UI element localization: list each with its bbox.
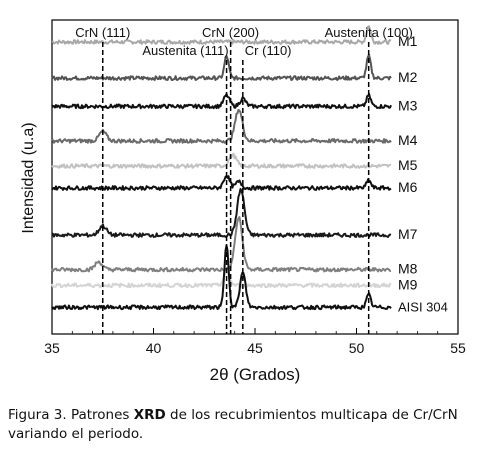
series-line-m8	[51, 216, 392, 273]
series-line-m7	[51, 188, 392, 238]
series-label-m1: M1	[398, 33, 418, 49]
x-tick-label-35: 35	[44, 340, 60, 356]
xrd-chart: CrN (111) Austenita (111) CrN (200) Cr (110…	[20, 19, 466, 384]
x-tick-label-50: 50	[349, 340, 365, 356]
series-line-m1	[51, 25, 392, 45]
series-label-m5: M5	[398, 157, 418, 173]
reference-label-3: Cr (110)	[245, 43, 292, 58]
x-axis-label: 2θ (Grados)	[210, 365, 301, 384]
series-label-m3: M3	[398, 97, 418, 113]
series-label-m2: M2	[398, 69, 418, 85]
series-label-m8: M8	[398, 261, 418, 277]
figure-caption: Figura 3. Patrones XRD de los recubrimie…	[8, 406, 484, 444]
caption-bold: XRD	[133, 407, 166, 423]
series-line-aisi-304	[51, 244, 392, 311]
series-group	[51, 25, 392, 311]
reference-labels: CrN (111) Austenita (111) CrN (200) Cr (110…	[75, 25, 413, 58]
series-line-m3	[51, 92, 392, 110]
reference-label-4: Austenita (100)	[325, 25, 413, 40]
x-tick-label-40: 40	[146, 340, 162, 356]
reference-lines	[102, 42, 370, 334]
x-ticks: 35 40 45 50 55	[44, 328, 466, 356]
series-line-m9	[51, 270, 392, 289]
series-label-m9: M9	[398, 276, 418, 292]
series-line-m4	[51, 108, 392, 144]
reference-label-2: CrN (200)	[202, 25, 259, 40]
x-tick-label-45: 45	[247, 340, 263, 356]
series-line-m6	[51, 175, 392, 191]
series-label-m6: M6	[398, 179, 418, 195]
reference-label-0: CrN (111)	[75, 25, 130, 40]
x-tick-label-55: 55	[450, 340, 466, 356]
caption-rest: de los recubrimientos multicapa de Cr/Cr…	[8, 407, 458, 442]
caption-prefix: Figura 3. Patrones	[8, 407, 134, 423]
reference-label-1: Austenita (111)	[142, 43, 228, 58]
series-label-m7: M7	[398, 226, 418, 242]
series-line-m2	[51, 53, 392, 81]
series-label-aisi-304: AISI 304	[398, 299, 448, 314]
series-label-m4: M4	[398, 132, 418, 148]
series-line-m5	[51, 152, 392, 169]
y-axis-label: Intensidad (u.a)	[20, 122, 37, 233]
